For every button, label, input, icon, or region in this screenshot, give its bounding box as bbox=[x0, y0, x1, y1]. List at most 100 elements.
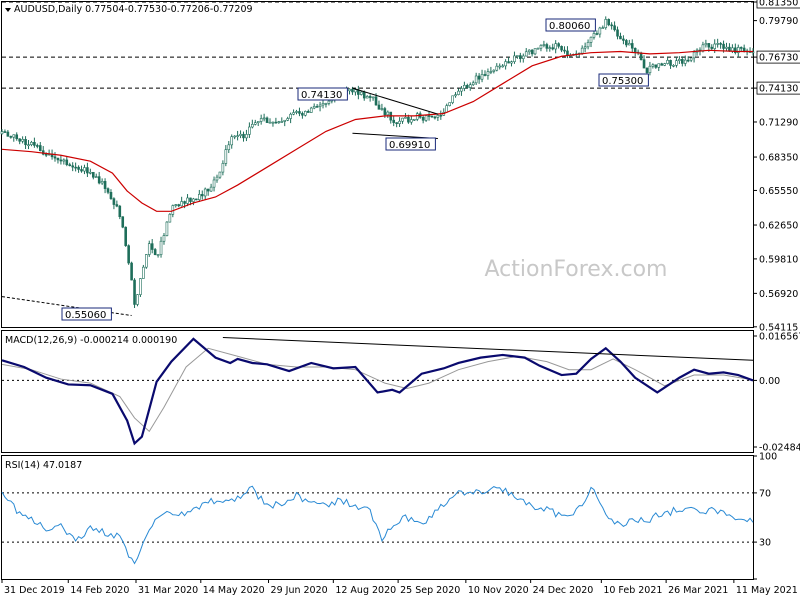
candle-body bbox=[507, 61, 510, 64]
candle-body bbox=[183, 201, 186, 204]
rsi-line bbox=[1, 485, 754, 565]
macd-trendline bbox=[222, 337, 754, 361]
candle-body bbox=[12, 134, 16, 138]
candle-body bbox=[324, 103, 328, 105]
macd-tick-label: -0.02484 bbox=[759, 443, 800, 454]
candle-body bbox=[392, 119, 395, 123]
candle-body bbox=[401, 117, 404, 122]
candle-body bbox=[118, 205, 122, 218]
candle-body bbox=[121, 216, 125, 228]
candle-body bbox=[595, 33, 599, 35]
macd-tick-label: 0.00 bbox=[759, 376, 780, 387]
candle-body bbox=[351, 88, 354, 93]
candle-body bbox=[510, 61, 513, 64]
candle-body bbox=[619, 35, 622, 40]
candle-body bbox=[536, 47, 540, 50]
candle-body bbox=[736, 47, 740, 53]
candle-body bbox=[97, 176, 101, 184]
macd-tick-label: 0.016567 bbox=[759, 332, 800, 343]
candle-body bbox=[233, 135, 236, 138]
candle-body bbox=[457, 90, 460, 95]
candle-body bbox=[689, 57, 693, 61]
candle-body bbox=[109, 192, 113, 199]
price-tick-label: 0.74130 bbox=[759, 84, 798, 95]
candle-body bbox=[174, 204, 178, 206]
price-tick-label: 0.62650 bbox=[759, 221, 798, 232]
candle-body bbox=[298, 111, 301, 114]
moving-average-line bbox=[1, 49, 753, 212]
candle-body bbox=[516, 55, 519, 57]
price-tick-label: 0.79790 bbox=[759, 16, 798, 27]
candle-body bbox=[62, 159, 66, 162]
candle-body bbox=[533, 48, 537, 55]
candle-body bbox=[710, 46, 714, 49]
annotation-box bbox=[61, 307, 112, 321]
candle-body bbox=[548, 47, 552, 49]
candle-body bbox=[645, 67, 649, 74]
candle-body bbox=[707, 43, 711, 48]
candle-body bbox=[513, 55, 516, 62]
candle-body bbox=[498, 65, 502, 68]
candle-body bbox=[195, 198, 198, 201]
candle-body bbox=[91, 171, 95, 178]
candle-body bbox=[215, 176, 219, 181]
price-tick-label: 0.81350 bbox=[759, 0, 798, 9]
price-tick-label: 0.59810 bbox=[759, 254, 798, 265]
candle-body bbox=[136, 294, 139, 305]
candle-body bbox=[739, 47, 743, 49]
candle-body bbox=[648, 65, 652, 74]
x-tick-label: 14 May 2020 bbox=[203, 585, 265, 596]
candle-body bbox=[71, 165, 74, 168]
candle-body bbox=[563, 49, 566, 52]
candle-body bbox=[483, 74, 487, 76]
price-panel-frame bbox=[1, 1, 754, 328]
annotation-label: 0.80060 bbox=[549, 21, 590, 32]
rsi-tick-label: 30 bbox=[759, 538, 771, 549]
candle-body bbox=[327, 100, 331, 104]
annotation-label: 0.74130 bbox=[301, 90, 342, 101]
candle-body bbox=[354, 89, 357, 93]
candle-body bbox=[280, 121, 284, 123]
candle-body bbox=[678, 59, 681, 61]
macd-line bbox=[1, 337, 754, 446]
candle-body bbox=[306, 111, 310, 113]
candle-body bbox=[100, 181, 104, 184]
x-tick-label: 31 Mar 2020 bbox=[138, 585, 198, 596]
candle-body bbox=[407, 117, 410, 123]
candle-body bbox=[33, 141, 36, 146]
candle-body bbox=[312, 106, 316, 109]
candle-body bbox=[94, 176, 98, 178]
candle-body bbox=[265, 117, 269, 123]
candle-body bbox=[607, 19, 610, 26]
candle-body bbox=[539, 45, 543, 49]
price-tick-label: 0.65550 bbox=[759, 186, 798, 197]
candle-body bbox=[742, 47, 746, 52]
candle-body bbox=[150, 243, 154, 250]
candle-body bbox=[168, 213, 172, 223]
candle-body bbox=[230, 136, 234, 146]
price-tick-label: 0.56920 bbox=[759, 289, 798, 300]
candle-body bbox=[566, 50, 569, 56]
candle-body bbox=[395, 122, 398, 124]
candle-body bbox=[427, 115, 431, 117]
candle-body bbox=[38, 145, 42, 151]
annotation-box bbox=[297, 87, 348, 101]
candle-body bbox=[189, 197, 192, 202]
candle-body bbox=[348, 88, 351, 92]
candle-body bbox=[560, 45, 563, 51]
candle-body bbox=[9, 136, 13, 138]
price-header: AUDUSD,Daily 0.77504-0.77530-0.77206-0.7… bbox=[14, 4, 253, 15]
candle-body bbox=[251, 124, 254, 128]
candle-body bbox=[362, 91, 366, 99]
triangle-upper-line bbox=[352, 87, 439, 115]
candle-body bbox=[165, 221, 169, 236]
candle-body bbox=[681, 59, 684, 64]
candle-body bbox=[542, 44, 546, 46]
candle-body bbox=[286, 118, 289, 121]
candle-body bbox=[489, 71, 493, 73]
candle-body bbox=[236, 135, 239, 137]
candle-body bbox=[74, 166, 77, 169]
candle-body bbox=[89, 171, 92, 174]
candle-body bbox=[672, 65, 675, 67]
